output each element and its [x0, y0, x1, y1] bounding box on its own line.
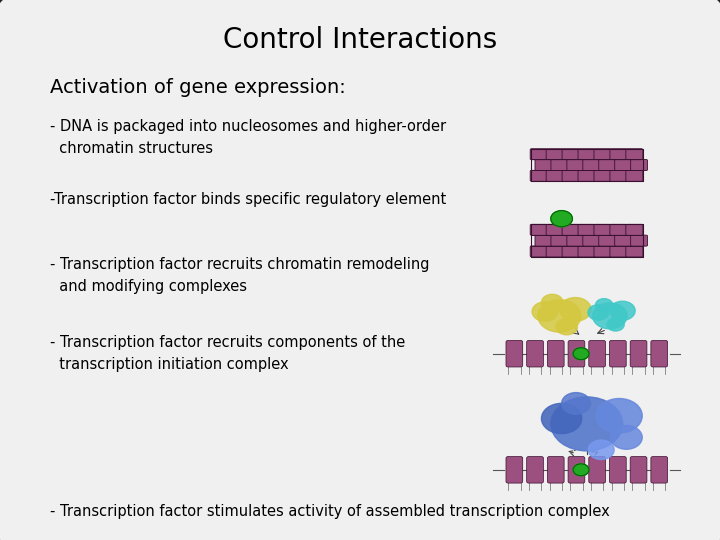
FancyBboxPatch shape [589, 340, 606, 367]
FancyBboxPatch shape [630, 340, 647, 367]
Text: - Transcription factor stimulates activity of assembled transcription complex: - Transcription factor stimulates activi… [50, 504, 610, 519]
FancyBboxPatch shape [530, 148, 547, 160]
FancyBboxPatch shape [562, 170, 579, 181]
FancyBboxPatch shape [582, 235, 600, 246]
FancyBboxPatch shape [530, 170, 547, 181]
FancyBboxPatch shape [609, 456, 626, 483]
FancyBboxPatch shape [651, 456, 667, 483]
FancyBboxPatch shape [610, 148, 627, 160]
FancyBboxPatch shape [546, 224, 563, 235]
FancyBboxPatch shape [578, 224, 595, 235]
FancyBboxPatch shape [594, 224, 611, 235]
Circle shape [551, 211, 572, 227]
FancyBboxPatch shape [626, 246, 643, 257]
Circle shape [607, 318, 624, 331]
Text: Activation of gene expression:: Activation of gene expression: [50, 78, 346, 97]
FancyBboxPatch shape [562, 148, 579, 160]
FancyBboxPatch shape [546, 148, 563, 160]
FancyBboxPatch shape [506, 340, 523, 367]
Circle shape [593, 303, 627, 329]
FancyBboxPatch shape [567, 235, 584, 246]
Circle shape [588, 440, 614, 460]
FancyBboxPatch shape [578, 246, 595, 257]
FancyBboxPatch shape [535, 159, 552, 171]
FancyBboxPatch shape [610, 246, 627, 257]
FancyBboxPatch shape [626, 148, 643, 160]
FancyBboxPatch shape [599, 159, 616, 171]
Circle shape [610, 301, 635, 320]
FancyBboxPatch shape [578, 148, 595, 160]
FancyBboxPatch shape [651, 340, 667, 367]
FancyBboxPatch shape [599, 235, 616, 246]
Text: - Transcription factor recruits components of the
  transcription initiation com: - Transcription factor recruits componen… [50, 335, 405, 372]
Circle shape [541, 294, 563, 310]
FancyBboxPatch shape [615, 235, 631, 246]
Text: - Transcription factor recruits chromatin remodeling
  and modifying complexes: - Transcription factor recruits chromati… [50, 257, 430, 294]
FancyBboxPatch shape [546, 170, 563, 181]
FancyBboxPatch shape [562, 246, 579, 257]
Circle shape [596, 399, 642, 433]
Circle shape [532, 302, 558, 321]
FancyBboxPatch shape [551, 235, 568, 246]
FancyBboxPatch shape [506, 456, 523, 483]
Circle shape [588, 305, 608, 320]
FancyBboxPatch shape [594, 170, 611, 181]
FancyBboxPatch shape [530, 224, 547, 235]
Circle shape [562, 393, 590, 414]
Circle shape [538, 300, 581, 332]
FancyBboxPatch shape [631, 235, 647, 246]
FancyBboxPatch shape [526, 340, 544, 367]
FancyBboxPatch shape [526, 456, 544, 483]
FancyBboxPatch shape [594, 148, 611, 160]
Circle shape [551, 397, 623, 451]
FancyBboxPatch shape [594, 246, 611, 257]
Circle shape [541, 403, 582, 434]
Circle shape [573, 348, 589, 360]
FancyBboxPatch shape [546, 246, 563, 257]
FancyBboxPatch shape [610, 170, 627, 181]
FancyBboxPatch shape [567, 159, 584, 171]
FancyBboxPatch shape [615, 159, 631, 171]
Text: Control Interactions: Control Interactions [223, 26, 497, 55]
Circle shape [559, 298, 591, 321]
FancyBboxPatch shape [631, 159, 647, 171]
FancyBboxPatch shape [547, 340, 564, 367]
FancyBboxPatch shape [630, 456, 647, 483]
Circle shape [611, 426, 642, 449]
FancyBboxPatch shape [610, 224, 627, 235]
FancyBboxPatch shape [535, 235, 552, 246]
FancyBboxPatch shape [589, 456, 606, 483]
FancyBboxPatch shape [568, 456, 585, 483]
Circle shape [556, 319, 577, 335]
FancyBboxPatch shape [562, 224, 579, 235]
FancyBboxPatch shape [530, 246, 547, 257]
Circle shape [573, 464, 589, 476]
FancyBboxPatch shape [568, 340, 585, 367]
Text: - DNA is packaged into nucleosomes and higher-order
  chromatin structures: - DNA is packaged into nucleosomes and h… [50, 119, 446, 156]
FancyBboxPatch shape [609, 340, 626, 367]
FancyBboxPatch shape [626, 170, 643, 181]
FancyBboxPatch shape [578, 170, 595, 181]
Text: -Transcription factor binds specific regulatory element: -Transcription factor binds specific reg… [50, 192, 446, 207]
Circle shape [595, 299, 613, 312]
FancyBboxPatch shape [551, 159, 568, 171]
FancyBboxPatch shape [626, 224, 643, 235]
FancyBboxPatch shape [547, 456, 564, 483]
FancyBboxPatch shape [582, 159, 600, 171]
